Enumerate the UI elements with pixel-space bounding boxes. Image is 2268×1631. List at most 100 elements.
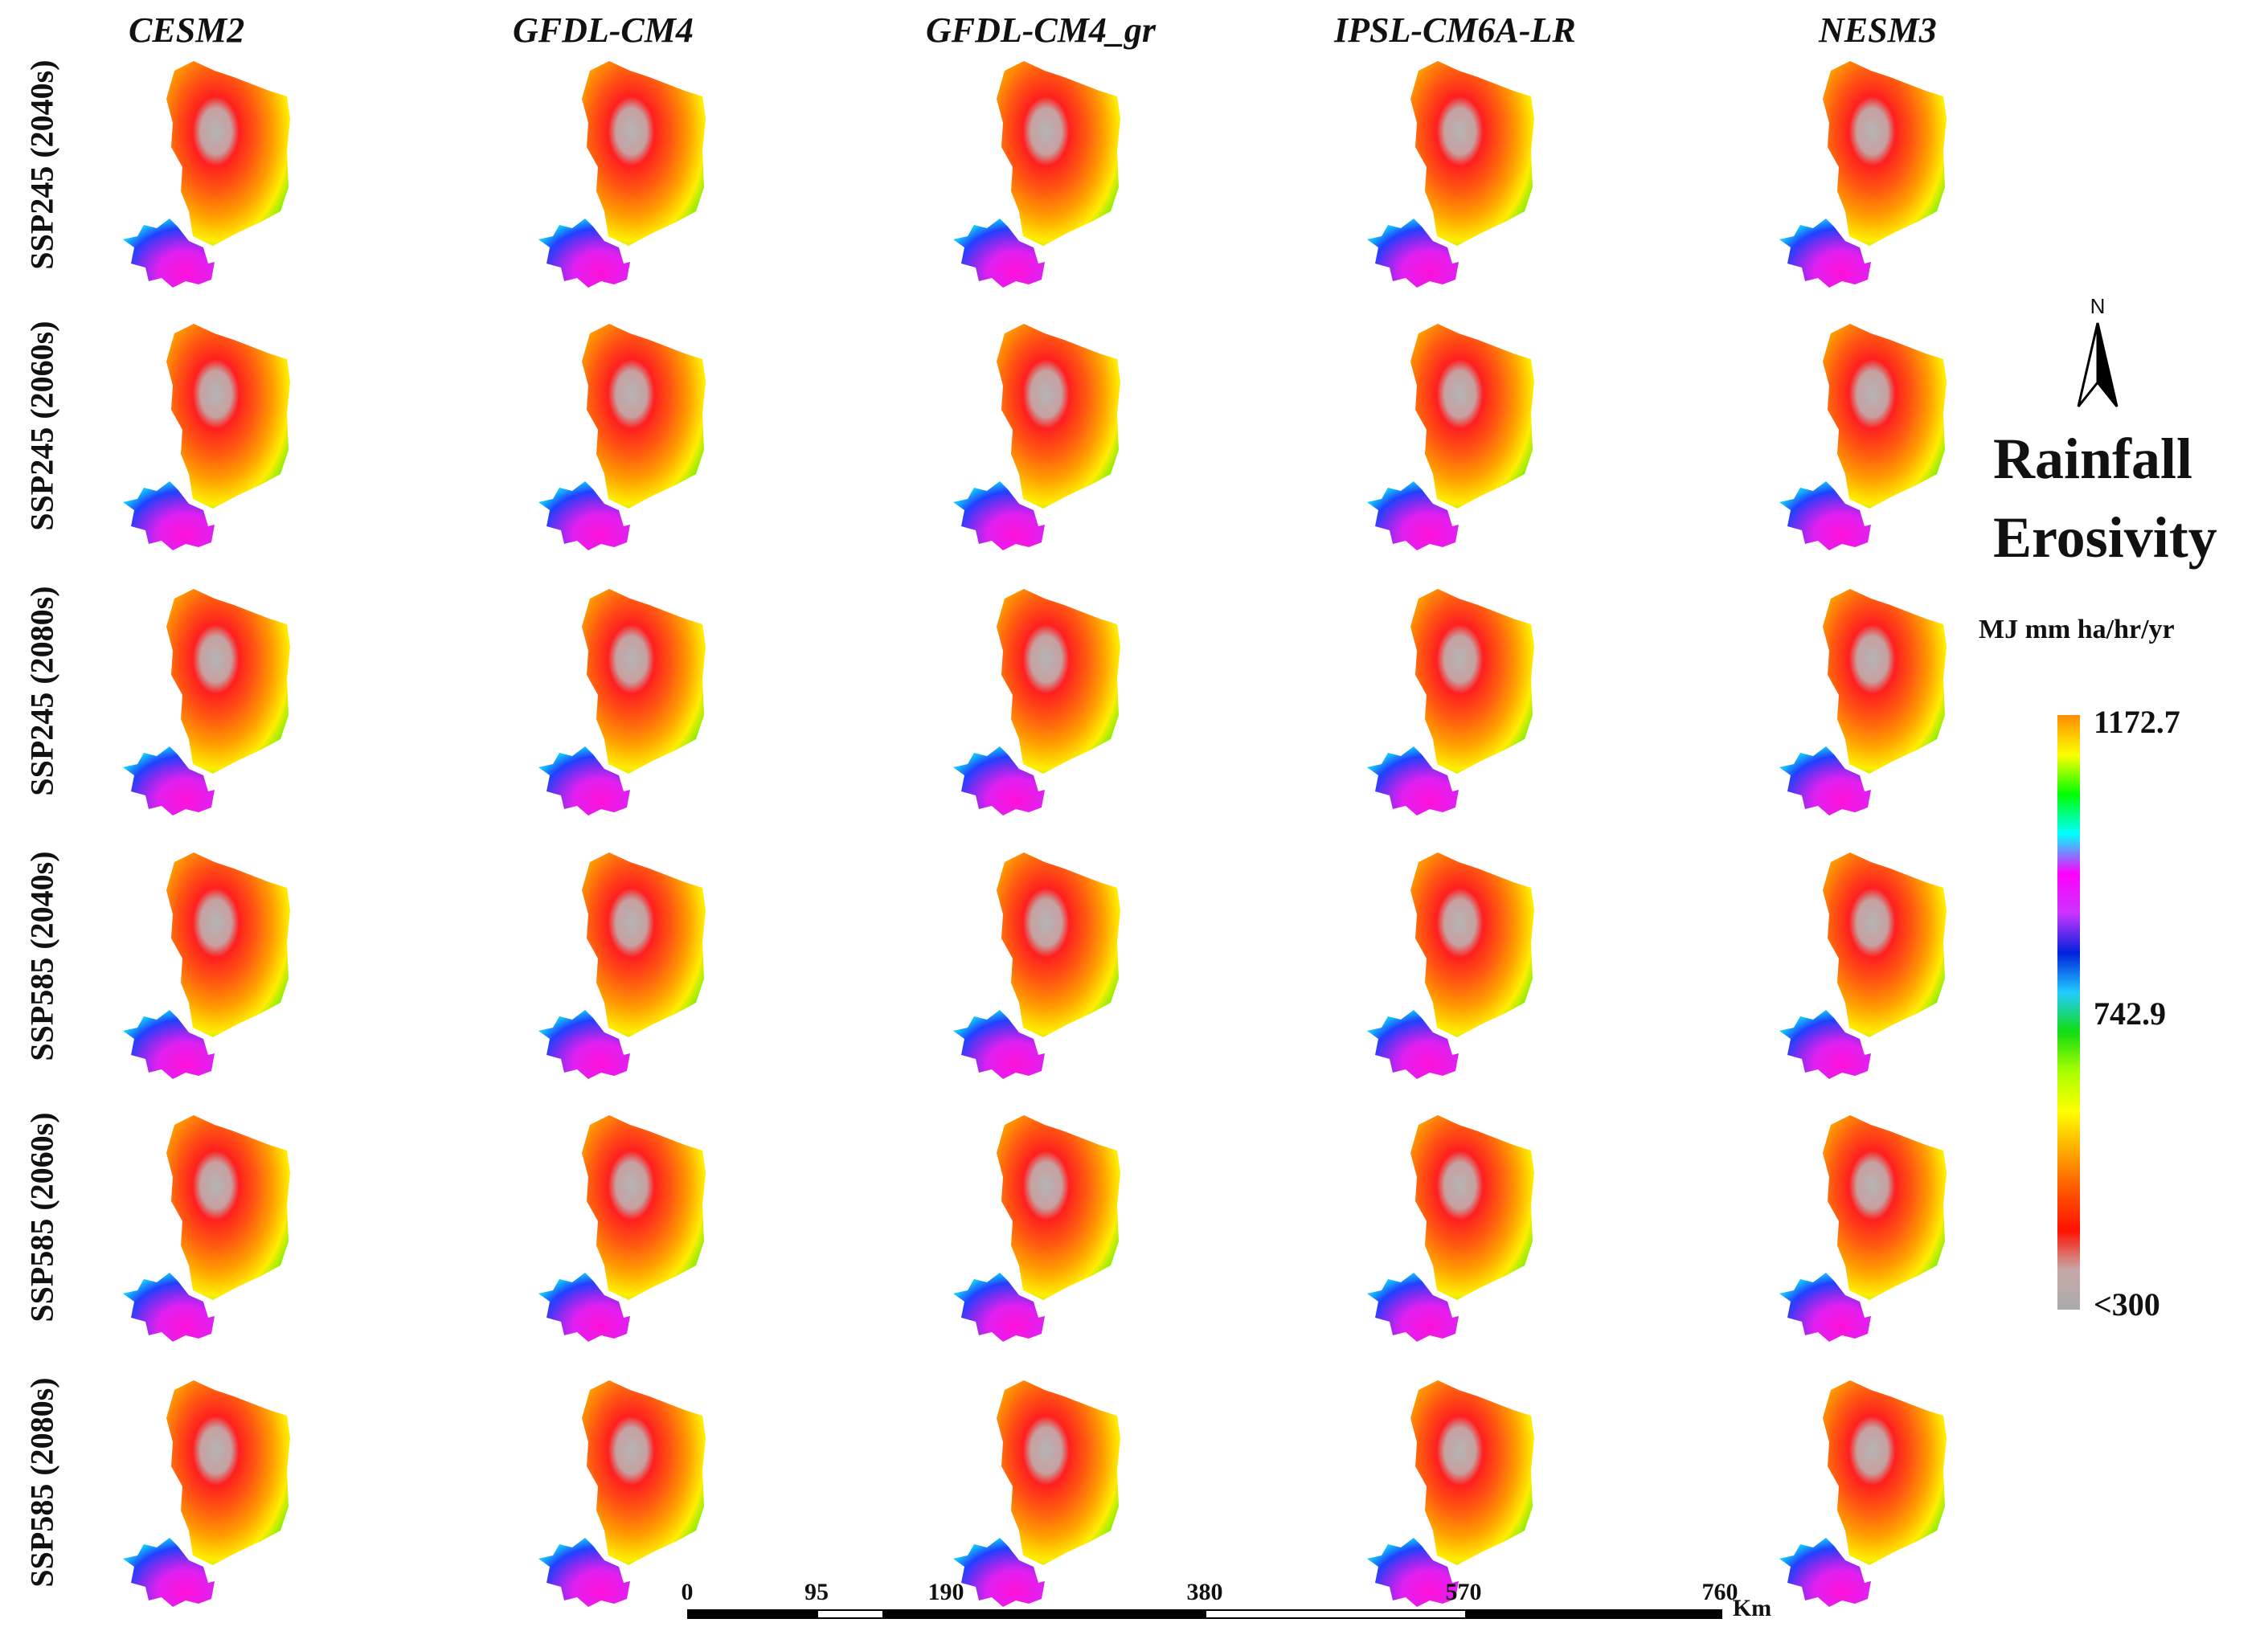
map-ssp245-2040s-nesm3 — [1765, 47, 1966, 288]
map-ssp585-2060s-gfdl-cm4-gr — [939, 1101, 1140, 1342]
row-label-ssp245-2040s: SSP245 (2040s) — [23, 59, 60, 270]
north-label: N — [2090, 296, 2106, 318]
scale-tick-760: 760 — [1701, 1579, 1738, 1605]
map-north-region — [582, 1380, 706, 1565]
scale-unit: Km — [1732, 1595, 1772, 1621]
map-south-region — [953, 219, 1045, 288]
scale-seg-6 — [1465, 1611, 1721, 1617]
map-south-region — [1779, 481, 1871, 550]
legend-title-line1: Rainfall — [1993, 427, 2193, 491]
column-title-cesm2: CESM2 — [129, 10, 245, 50]
map-ssp585-2080s-nesm3 — [1765, 1366, 1966, 1607]
legend-mid-label: 742.9 — [2094, 995, 2166, 1032]
map-south-region — [123, 746, 215, 816]
map-ssp585-2080s-gfdl-cm4-gr — [939, 1366, 1140, 1607]
map-north-region — [166, 589, 290, 774]
map-north-region — [1823, 852, 1947, 1037]
map-south-region — [1367, 219, 1459, 288]
map-north-region — [582, 852, 706, 1037]
map-north-region — [1823, 1380, 1947, 1565]
map-north-region — [166, 852, 290, 1037]
column-title-nesm3: NESM3 — [1819, 10, 1937, 50]
map-north-region — [1410, 1115, 1534, 1300]
map-ssp245-2060s-gfdl-cm4-gr — [939, 309, 1140, 550]
map-ssp245-2080s-nesm3 — [1765, 574, 1966, 816]
map-ssp245-2060s-gfdl-cm4 — [524, 309, 725, 550]
map-south-region — [1367, 1010, 1459, 1079]
scale-bar — [687, 1609, 1722, 1619]
map-north-region — [1823, 589, 1947, 774]
map-north-region — [166, 324, 290, 509]
map-south-region — [1367, 481, 1459, 550]
map-north-region — [582, 61, 706, 246]
map-ssp585-2040s-gfdl-cm4-gr — [939, 838, 1140, 1079]
map-north-region — [1410, 61, 1534, 246]
map-ssp245-2040s-cesm2 — [108, 47, 309, 288]
map-ssp245-2080s-gfdl-cm4 — [524, 574, 725, 816]
row-label-ssp585-2040s: SSP585 (2040s) — [23, 851, 60, 1061]
map-south-region — [953, 481, 1045, 550]
map-south-region — [953, 1273, 1045, 1342]
map-north-region — [997, 324, 1120, 509]
column-title-ipsl-cm6a-lr: IPSL-CM6A-LR — [1334, 10, 1576, 50]
map-south-region — [538, 1010, 630, 1079]
map-ssp585-2040s-gfdl-cm4 — [524, 838, 725, 1079]
map-ssp585-2040s-ipsl-cm6a-lr — [1353, 838, 1554, 1079]
scale-tick-380: 380 — [1186, 1579, 1223, 1605]
map-south-region — [1779, 1538, 1871, 1607]
map-ssp245-2060s-cesm2 — [108, 309, 309, 550]
map-ssp585-2040s-nesm3 — [1765, 838, 1966, 1079]
map-ssp585-2060s-cesm2 — [108, 1101, 309, 1342]
map-south-region — [538, 746, 630, 816]
scale-tick-570: 570 — [1445, 1579, 1482, 1605]
scale-tick-190: 190 — [927, 1579, 964, 1605]
map-ssp245-2080s-ipsl-cm6a-lr — [1353, 574, 1554, 816]
map-north-region — [997, 1380, 1120, 1565]
map-north-region — [997, 852, 1120, 1037]
map-ssp585-2080s-cesm2 — [108, 1366, 309, 1607]
scale-tick-95: 95 — [804, 1579, 829, 1605]
map-north-region — [997, 1115, 1120, 1300]
scale-seg-3 — [882, 1611, 948, 1617]
map-ssp245-2060s-nesm3 — [1765, 309, 1966, 550]
row-label-ssp245-2080s: SSP245 (2080s) — [23, 586, 60, 796]
row-label-ssp585-2080s: SSP585 (2080s) — [23, 1377, 60, 1588]
map-south-region — [123, 1538, 215, 1607]
map-south-region — [953, 746, 1045, 816]
scale-seg-4 — [948, 1611, 1206, 1617]
map-south-region — [1367, 1273, 1459, 1342]
map-north-region — [166, 61, 290, 246]
map-south-region — [123, 1273, 215, 1342]
map-ssp245-2040s-gfdl-cm4-gr — [939, 47, 1140, 288]
scale-seg-5 — [1206, 1611, 1465, 1617]
map-ssp245-2040s-gfdl-cm4 — [524, 47, 725, 288]
map-north-region — [1410, 852, 1534, 1037]
north-arrow-left-half-icon — [2077, 322, 2099, 407]
map-north-region — [166, 1115, 290, 1300]
map-ssp245-2080s-gfdl-cm4-gr — [939, 574, 1140, 816]
scale-seg-1 — [689, 1611, 818, 1617]
map-north-region — [1823, 61, 1947, 246]
map-south-region — [1779, 746, 1871, 816]
map-south-region — [123, 1010, 215, 1079]
map-north-region — [1410, 1380, 1534, 1565]
legend-title-line2: Erosivity — [1993, 505, 2217, 570]
scale-seg-2 — [818, 1611, 882, 1617]
row-label-ssp585-2060s: SSP585 (2060s) — [23, 1112, 60, 1322]
map-south-region — [538, 1273, 630, 1342]
map-north-region — [1410, 589, 1534, 774]
map-ssp585-2060s-nesm3 — [1765, 1101, 1966, 1342]
map-north-region — [997, 61, 1120, 246]
map-south-region — [538, 219, 630, 288]
map-north-region — [1823, 1115, 1947, 1300]
map-ssp245-2080s-cesm2 — [108, 574, 309, 816]
map-south-region — [1779, 1010, 1871, 1079]
map-south-region — [1779, 1273, 1871, 1342]
scale-tick-0: 0 — [681, 1579, 694, 1605]
legend-units: MJ mm ha/hr/yr — [1979, 615, 2175, 644]
map-south-region — [123, 219, 215, 288]
legend-color-ramp — [2057, 715, 2080, 1310]
row-label-ssp245-2060s: SSP245 (2060s) — [23, 321, 60, 531]
map-north-region — [166, 1380, 290, 1565]
north-arrow-right-half-icon — [2096, 322, 2119, 407]
